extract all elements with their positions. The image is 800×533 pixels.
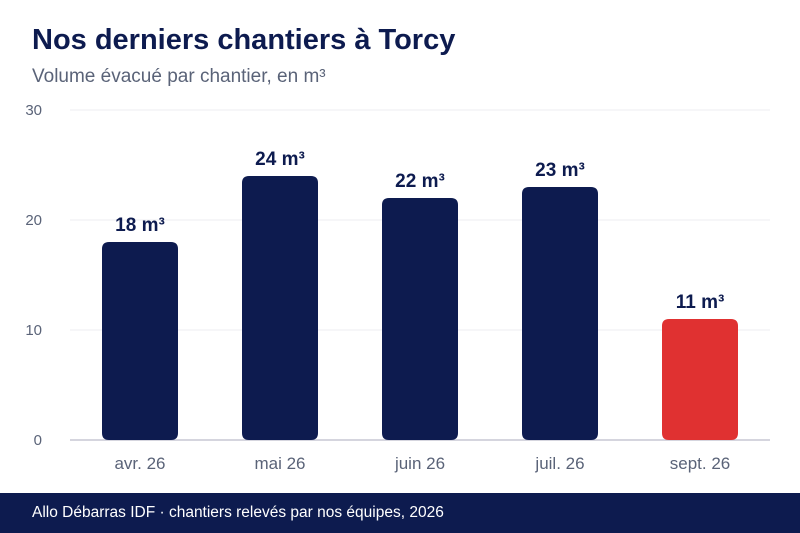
bar-value-label: 22 m³ bbox=[395, 171, 445, 192]
x-tick-label: sept. 26 bbox=[670, 454, 731, 473]
bar-value-label: 23 m³ bbox=[535, 160, 585, 181]
y-tick-label: 0 bbox=[34, 432, 42, 449]
bar-sept-26 bbox=[662, 319, 738, 440]
x-tick-label: mai 26 bbox=[254, 454, 305, 473]
y-tick-label: 30 bbox=[25, 102, 42, 119]
bars bbox=[102, 176, 738, 440]
bar-value-label: 11 m³ bbox=[676, 292, 725, 313]
bar-juin-26 bbox=[382, 198, 458, 440]
x-tick-label: juil. 26 bbox=[534, 454, 584, 473]
bar-avr-26 bbox=[102, 242, 178, 440]
x-tick-label: avr. 26 bbox=[114, 454, 165, 473]
bar-chart: 0 10 20 30 18 m³ 24 m³ 22 m³ 23 m³ 11 m³ avr. 2… bbox=[25, 102, 770, 473]
y-axis-ticks: 0 10 20 30 bbox=[25, 102, 42, 449]
y-tick-label: 10 bbox=[25, 322, 42, 339]
bar-value-label: 18 m³ bbox=[115, 215, 165, 236]
bar-juil-26 bbox=[522, 187, 598, 440]
x-axis-ticks: avr. 26 mai 26 juin 26 juil. 26 sept. 26 bbox=[114, 454, 730, 473]
footer-bar: Allo Débarras IDF · chantiers relevés pa… bbox=[0, 493, 800, 533]
value-labels: 18 m³ 24 m³ 22 m³ 23 m³ 11 m³ bbox=[115, 149, 724, 313]
chart-subtitle: Volume évacué par chantier, en m³ bbox=[32, 66, 326, 87]
bar-mai-26 bbox=[242, 176, 318, 440]
bar-value-label: 24 m³ bbox=[255, 149, 305, 170]
chart-title: Nos derniers chantiers à Torcy bbox=[32, 24, 456, 56]
footer-source-text: Allo Débarras IDF · chantiers relevés pa… bbox=[32, 504, 444, 521]
x-tick-label: juin 26 bbox=[394, 454, 445, 473]
y-tick-label: 20 bbox=[25, 212, 42, 229]
